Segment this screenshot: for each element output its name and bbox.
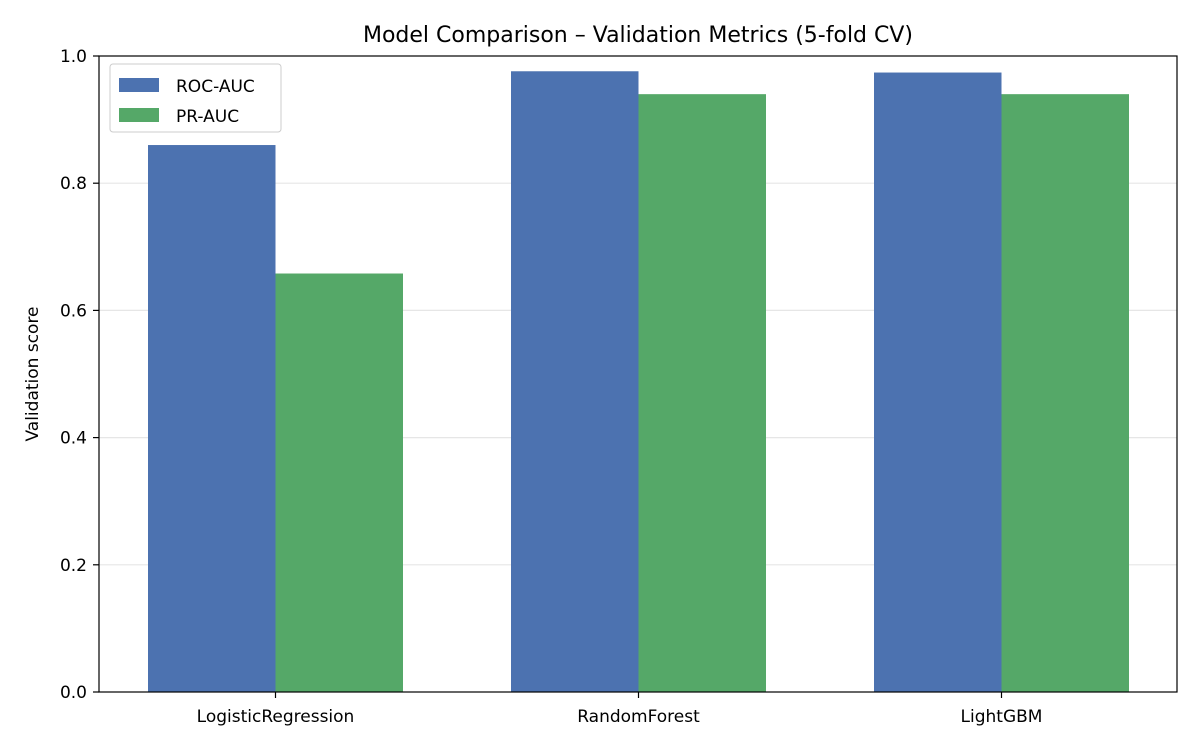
bar-pr-auc-randomforest (638, 94, 766, 692)
y-tick-label: 0.0 (60, 683, 87, 703)
legend: ROC-AUC PR-AUC (109, 63, 282, 133)
bar-pr-auc-lightgbm (1001, 94, 1129, 692)
y-tick-label: 0.8 (60, 174, 87, 194)
chart-title: Model Comparison – Validation Metrics (5… (363, 23, 913, 48)
x-axis-ticks: LogisticRegression RandomForest LightGBM (197, 692, 1043, 727)
y-tick-label: 0.6 (60, 301, 87, 321)
y-axis-label: Validation score (23, 306, 43, 441)
bar-roc-auc-lightgbm (874, 72, 1002, 692)
y-tick-label: 0.2 (60, 556, 87, 576)
bars (148, 71, 1129, 693)
bar-roc-auc-logisticregression (148, 145, 276, 693)
legend-swatch (119, 78, 159, 92)
x-tick-label: RandomForest (577, 707, 700, 727)
legend-label: PR-AUC (176, 107, 239, 127)
x-tick-label: LightGBM (961, 707, 1043, 727)
bar-pr-auc-logisticregression (275, 273, 403, 692)
y-tick-label: 1.0 (60, 47, 87, 67)
y-tick-label: 0.4 (60, 429, 87, 449)
bar-roc-auc-randomforest (511, 71, 639, 693)
legend-swatch (119, 108, 159, 122)
legend-label: ROC-AUC (176, 77, 255, 97)
x-tick-label: LogisticRegression (197, 707, 355, 727)
y-axis-ticks: 0.0 0.2 0.4 0.6 0.8 1.0 (60, 47, 99, 703)
